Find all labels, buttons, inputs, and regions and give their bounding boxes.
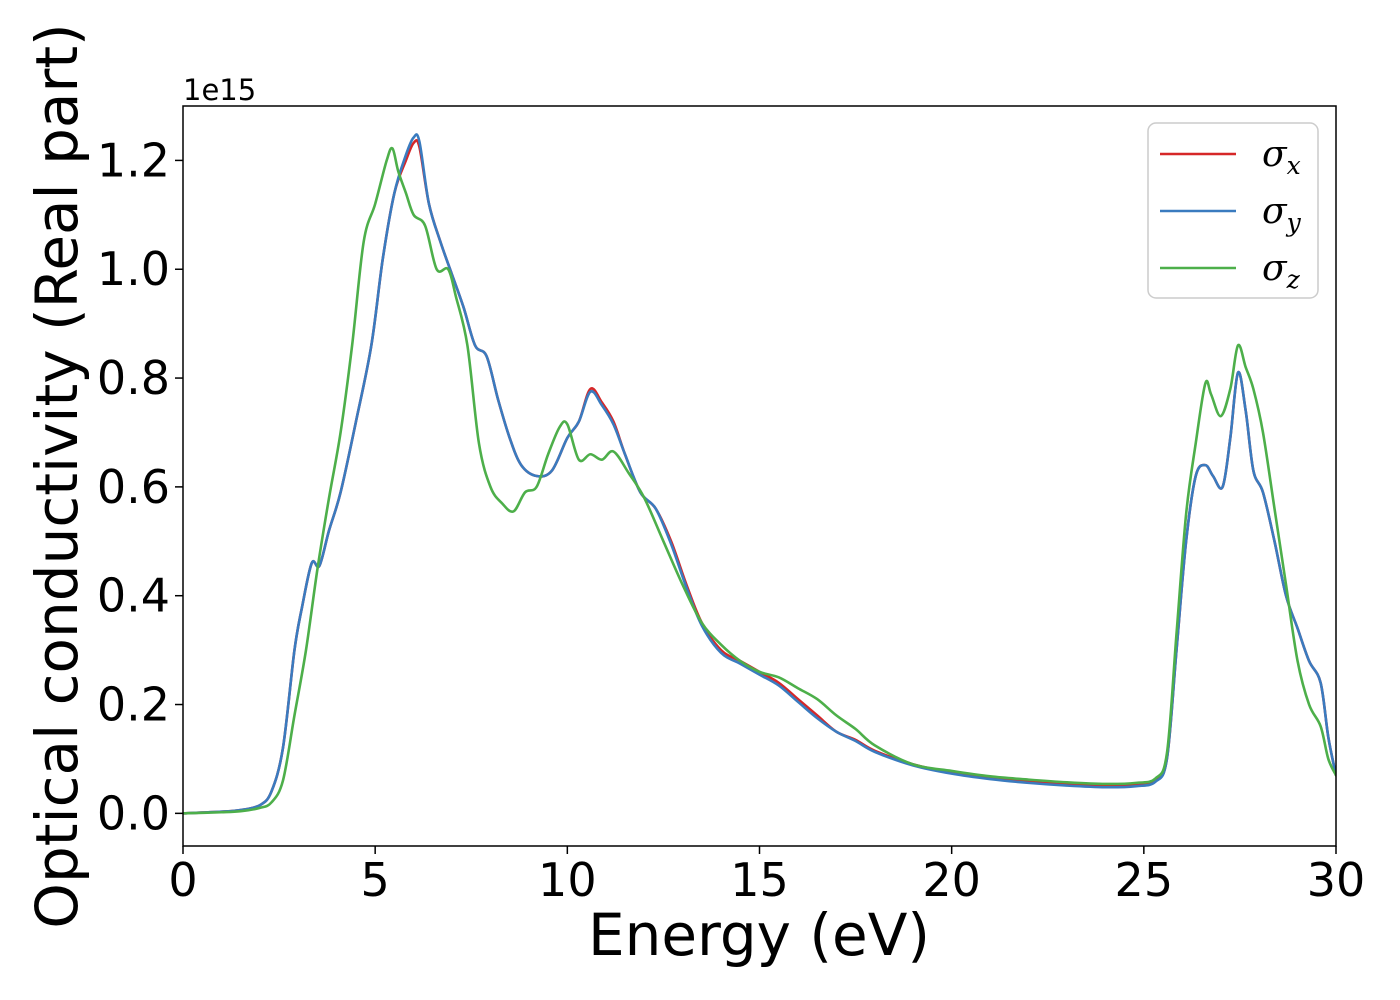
legend-label-y: σy: [1262, 191, 1302, 237]
y-tick-label: 0.4: [97, 569, 170, 623]
legend-label-x: σx: [1262, 134, 1301, 180]
x-tick-label: 10: [538, 853, 597, 907]
y-tick-label: 0.2: [97, 678, 170, 732]
y-axis: 0.0 0.2 0.4 0.6 0.8 1.0 1.2: [97, 133, 183, 840]
y-tick-label: 1.0: [97, 242, 170, 296]
legend-label-z: σz: [1262, 248, 1301, 294]
y-tick-label: 0.0: [97, 786, 170, 840]
y-axis-title: Optical conductivity (Real part): [23, 23, 91, 928]
legend: σx σy σz: [1147, 122, 1319, 299]
y-tick-label: 0.8: [97, 351, 170, 405]
x-tick-label: 5: [361, 853, 390, 907]
y-tick-label: 0.6: [97, 460, 170, 514]
y-tick-label: 1.2: [97, 133, 170, 187]
x-tick-label: 20: [922, 853, 981, 907]
y-offset-label: 1e15: [183, 73, 256, 107]
series-line-z: [183, 146, 1336, 815]
x-tick-label: 15: [730, 853, 789, 907]
x-tick-label: 30: [1307, 853, 1366, 907]
series-line-y: [183, 133, 1336, 815]
x-tick-label: 25: [1115, 853, 1174, 907]
x-tick-label: 0: [168, 853, 197, 907]
x-axis-title: Energy (eV): [588, 901, 930, 969]
x-axis: 0 5 10 15 20 25 30: [168, 846, 1365, 907]
series-layer: [183, 133, 1336, 815]
